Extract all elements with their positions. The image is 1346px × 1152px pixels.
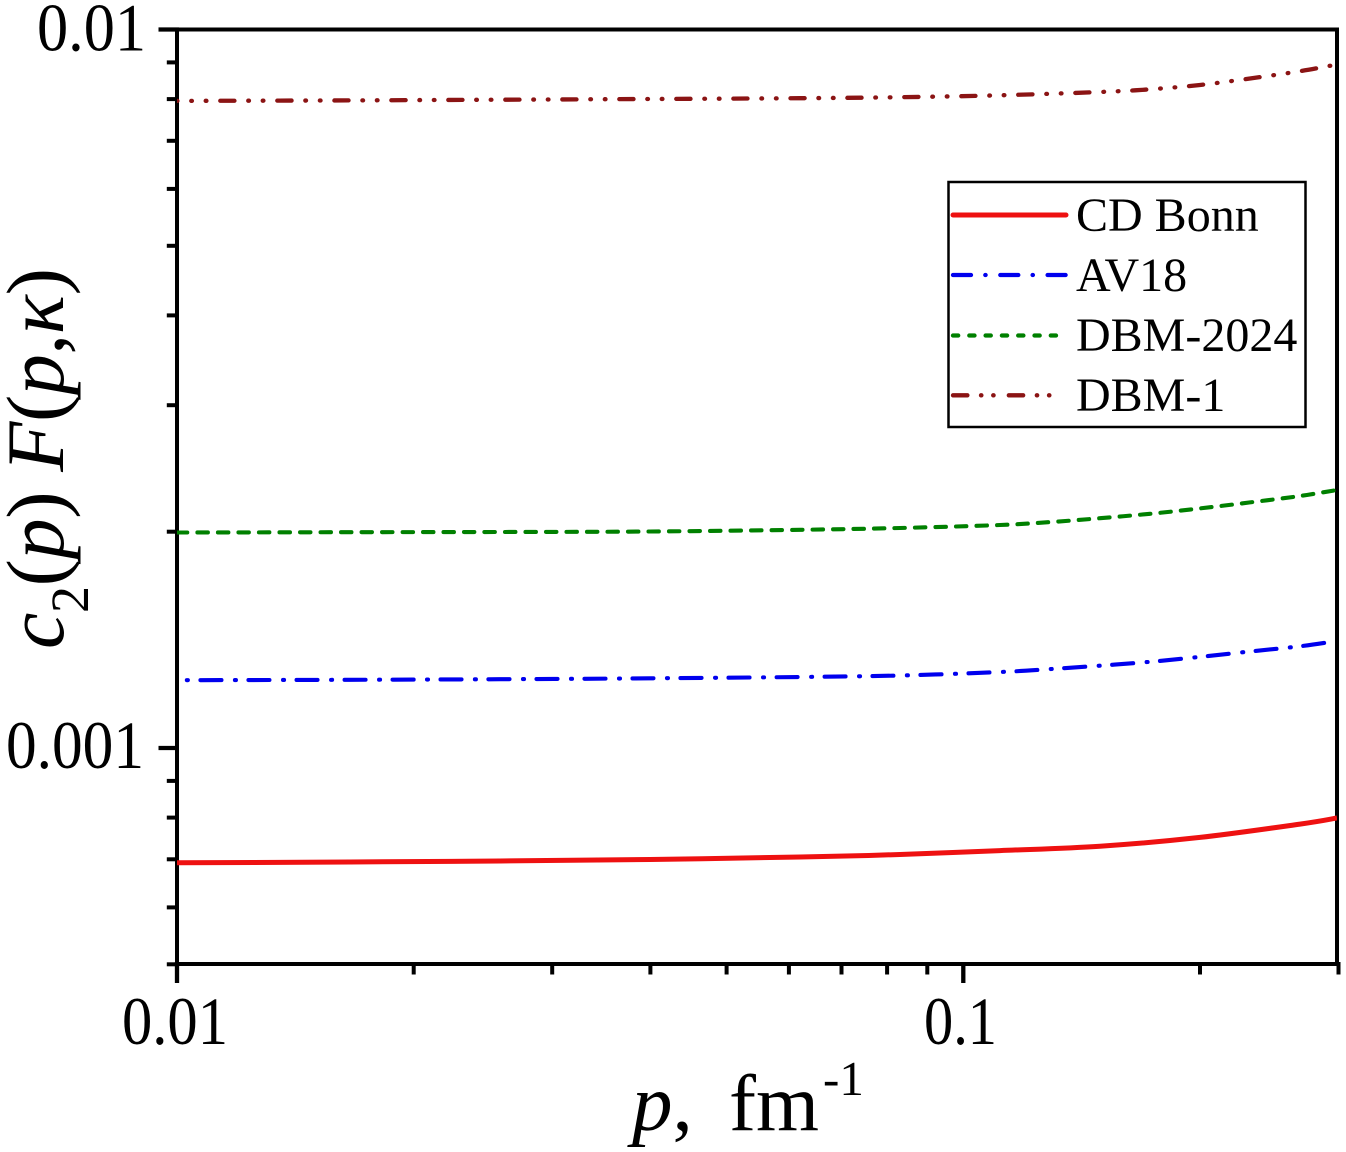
svg-text:AV18: AV18: [1076, 249, 1187, 302]
svg-text:0.01: 0.01: [37, 0, 146, 65]
svg-text:p,: p,: [627, 1058, 693, 1148]
svg-text:0.1: 0.1: [924, 983, 997, 1059]
svg-text:DBM-1: DBM-1: [1076, 369, 1225, 422]
svg-text:fm: fm: [729, 1058, 819, 1148]
svg-text:c2(p) F(p,κ): c2(p) F(p,κ): [0, 268, 100, 649]
svg-text:0.01: 0.01: [122, 983, 228, 1059]
svg-text:CD Bonn: CD Bonn: [1076, 189, 1259, 242]
svg-text:-1: -1: [823, 1051, 864, 1106]
svg-text:0.001: 0.001: [6, 707, 144, 783]
svg-text:DBM-2024: DBM-2024: [1076, 309, 1297, 362]
